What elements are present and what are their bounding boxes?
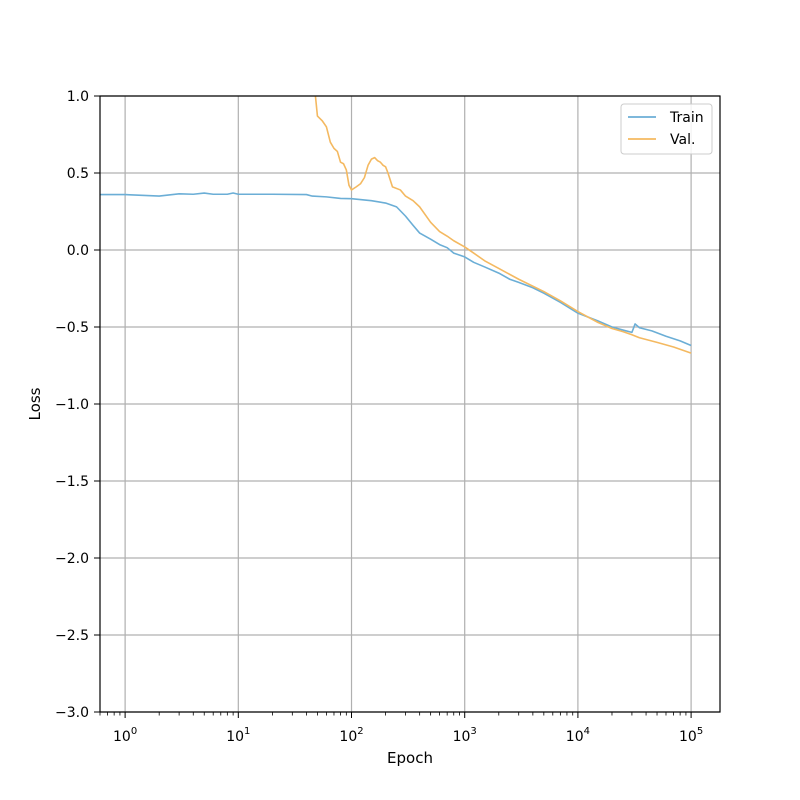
y-tick-label: 0.0 [67,243,89,259]
axis-ticks [94,95,692,718]
y-axis-label: Loss [26,387,44,420]
legend-label: Train [669,110,704,126]
x-tick-label: 102 [339,726,363,745]
x-tick-label: 104 [566,726,590,745]
y-tick-label: −2.0 [55,551,89,567]
x-tick-label: 101 [226,726,250,745]
y-tick-label: 0.5 [67,166,89,182]
x-tick-label: 100 [113,726,137,745]
y-tick-label: −2.5 [55,628,89,644]
y-tick-label: −0.5 [55,320,89,336]
series-lines [100,96,692,354]
y-tick-labels: 1.0 0.5 0.0 −0.5 −1.0 −1.5 −2.0 −2.5 −3.0 [55,89,89,721]
grid-lines [100,95,720,713]
x-tick-labels: 100 101 102 103 104 105 [113,726,703,745]
series-line-val [314,96,692,354]
y-tick-label: −1.5 [55,474,89,490]
x-tick-label: 105 [679,726,703,745]
y-tick-label: −3.0 [55,705,89,721]
x-axis-label: Epoch [387,749,433,767]
series-line-train [100,192,692,347]
x-tick-label: 103 [453,726,477,745]
y-tick-label: 1.0 [67,89,89,105]
y-tick-label: −1.0 [55,397,89,413]
legend-label: Val. [670,132,695,148]
legend: Train Val. [620,103,713,155]
